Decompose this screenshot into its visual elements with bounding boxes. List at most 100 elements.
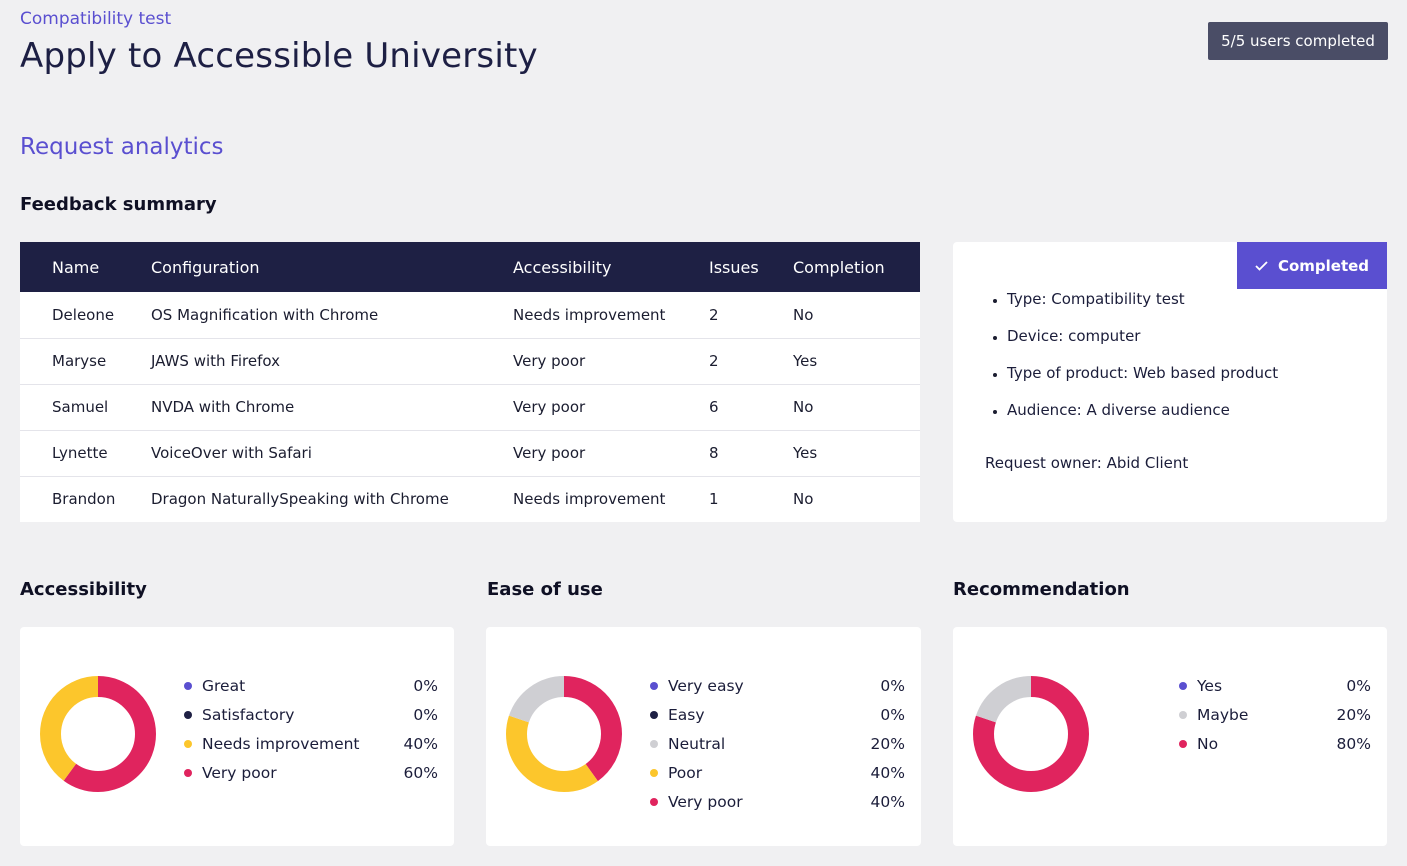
detail-device: Device: computer xyxy=(992,327,1278,364)
legend-label: Yes xyxy=(1197,676,1223,695)
completed-label: Completed xyxy=(1277,256,1370,275)
legend-label: Great xyxy=(202,676,246,695)
legend-item: Poor 40% xyxy=(650,758,905,787)
legend-value: 0% xyxy=(1346,676,1371,695)
table-row: Lynette VoiceOver with Safari Very poor 8 Ye… xyxy=(20,430,920,476)
users-completed-badge: 5/5 users completed xyxy=(1208,22,1388,60)
cell-issues: 2 xyxy=(709,352,719,370)
ease-of-use-donut xyxy=(506,676,622,792)
cell-accessibility: Needs improvement xyxy=(513,490,666,509)
table-row: Brandon Dragon NaturallySpeaking with Chr… xyxy=(20,476,920,522)
legend-item: Easy 0% xyxy=(650,700,905,729)
legend-dot-icon xyxy=(184,739,192,748)
cell-completion: No xyxy=(793,398,814,416)
donut-slice xyxy=(506,676,622,792)
feedback-table: Name Configuration Accessibility Issues … xyxy=(20,242,920,522)
cell-configuration: JAWS with Firefox xyxy=(151,352,280,370)
legend-value: 0% xyxy=(413,705,438,724)
ease-of-use-chart-heading: Ease of use xyxy=(487,579,603,600)
cell-name: Deleone xyxy=(52,305,115,324)
cell-accessibility: Very poor xyxy=(513,444,586,462)
cell-completion: Yes xyxy=(793,352,818,370)
legend-value: 20% xyxy=(1336,705,1371,724)
donut-slice xyxy=(506,676,622,792)
legend-item: Yes 0% xyxy=(1179,671,1371,700)
detail-product-type: Type of product: Web based product xyxy=(992,364,1278,401)
legend-dot-icon xyxy=(184,681,192,690)
cell-name: Samuel xyxy=(52,398,109,416)
page-title: Apply to Accessible University xyxy=(20,36,538,76)
ease-of-use-chart-card: Very easy 0% Easy 0% Neutral 20% Poor 40% Very p… xyxy=(486,627,921,846)
cell-name: Maryse xyxy=(52,352,107,370)
table-row: Maryse JAWS with Firefox Very poor 2 Yes xyxy=(20,338,920,384)
legend-value: 80% xyxy=(1336,734,1371,753)
legend-dot-icon xyxy=(650,681,658,690)
legend-label: Neutral xyxy=(668,734,726,753)
legend-value: 40% xyxy=(870,792,905,811)
legend-label: Very easy xyxy=(668,676,744,695)
donut-slice xyxy=(40,676,156,792)
legend-label: Poor xyxy=(668,763,703,782)
cell-issues: 8 xyxy=(709,444,719,462)
legend-item: Maybe 20% xyxy=(1179,700,1371,729)
legend-dot-icon xyxy=(650,710,658,719)
legend-dot-icon xyxy=(1179,710,1187,719)
legend-item: Very poor 60% xyxy=(184,758,438,787)
section-title: Request analytics xyxy=(20,134,224,160)
legend-dot-icon xyxy=(1179,681,1187,690)
legend-label: No xyxy=(1197,734,1219,753)
table-row: Samuel NVDA with Chrome Very poor 6 No xyxy=(20,384,920,430)
cell-completion: No xyxy=(793,490,814,509)
legend-label: Very poor xyxy=(668,792,743,811)
legend-dot-icon xyxy=(650,768,658,777)
legend-value: 20% xyxy=(870,734,905,753)
legend-item: No 80% xyxy=(1179,729,1371,758)
col-accessibility: Accessibility xyxy=(513,257,612,277)
cell-accessibility: Needs improvement xyxy=(513,305,666,324)
recommendation-donut xyxy=(973,676,1089,792)
cell-accessibility: Very poor xyxy=(513,352,586,370)
legend-value: 0% xyxy=(880,676,905,695)
recommendation-chart-card: Yes 0% Maybe 20% No 80% xyxy=(953,627,1387,846)
request-details-list: Type: Compatibility test Device: compute… xyxy=(992,290,1278,438)
accessibility-chart-card: Great 0% Satisfactory 0% Needs improvement 40… xyxy=(20,627,454,846)
detail-type: Type: Compatibility test xyxy=(992,290,1278,327)
cell-issues: 2 xyxy=(709,305,719,324)
legend-item: Very easy 0% xyxy=(650,671,905,700)
legend-dot-icon xyxy=(184,710,192,719)
cell-name: Lynette xyxy=(52,444,108,462)
cell-name: Brandon xyxy=(52,490,116,509)
request-owner: Request owner: Abid Client xyxy=(985,454,1189,472)
col-issues: Issues xyxy=(709,257,759,277)
legend-item: Satisfactory 0% xyxy=(184,700,438,729)
check-icon xyxy=(1255,260,1268,271)
cell-completion: Yes xyxy=(793,444,818,462)
col-configuration: Configuration xyxy=(151,257,260,277)
legend-dot-icon xyxy=(184,768,192,777)
page-eyebrow: Compatibility test xyxy=(20,9,172,29)
table-header-row: Name Configuration Accessibility Issues … xyxy=(20,242,920,292)
ease-of-use-legend: Very easy 0% Easy 0% Neutral 20% Poor 40% Very p… xyxy=(650,671,905,816)
legend-dot-icon xyxy=(650,739,658,748)
completed-badge: Completed xyxy=(1237,242,1387,289)
legend-item: Needs improvement 40% xyxy=(184,729,438,758)
donut-slice xyxy=(973,676,1089,792)
cell-configuration: VoiceOver with Safari xyxy=(151,444,312,462)
legend-label: Easy xyxy=(668,705,705,724)
table-row: Deleone OS Magnification with Chrome Needs… xyxy=(20,292,920,338)
feedback-summary-heading: Feedback summary xyxy=(20,194,217,215)
legend-label: Satisfactory xyxy=(202,705,295,724)
detail-audience: Audience: A diverse audience xyxy=(992,401,1278,438)
accessibility-legend: Great 0% Satisfactory 0% Needs improvement 40… xyxy=(184,671,438,787)
cell-configuration: NVDA with Chrome xyxy=(151,398,295,416)
recommendation-legend: Yes 0% Maybe 20% No 80% xyxy=(1179,671,1371,758)
cell-configuration: Dragon NaturallySpeaking with Chrome xyxy=(151,490,449,509)
col-completion: Completion xyxy=(793,257,885,277)
cell-completion: No xyxy=(793,305,814,324)
legend-value: 40% xyxy=(403,734,438,753)
legend-item: Neutral 20% xyxy=(650,729,905,758)
cell-configuration: OS Magnification with Chrome xyxy=(151,305,379,324)
legend-dot-icon xyxy=(1179,739,1187,748)
legend-label: Needs improvement xyxy=(202,734,360,753)
cell-accessibility: Very poor xyxy=(513,398,586,416)
